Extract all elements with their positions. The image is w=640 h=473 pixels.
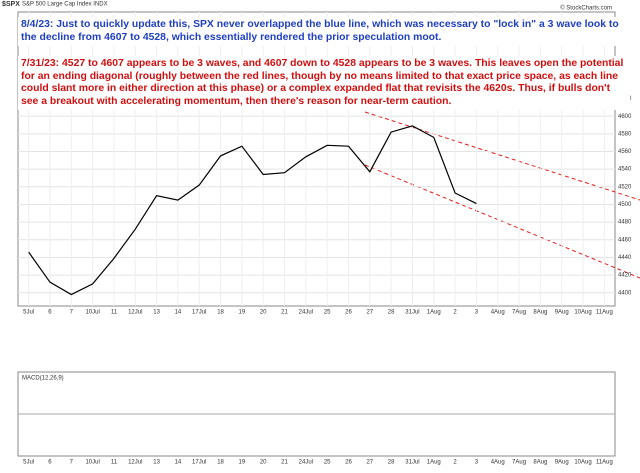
x-tick-label: 14 xyxy=(175,460,182,466)
x-tick-label: 18 xyxy=(217,460,224,466)
x-tick-label: 10Aug xyxy=(574,310,591,316)
x-tick-label: 21 xyxy=(281,460,288,466)
x-tick-label: 11Aug xyxy=(596,310,613,316)
x-tick-label: 2 xyxy=(453,310,457,316)
channel-line xyxy=(364,164,640,279)
x-tick-label: 4Aug xyxy=(491,310,505,316)
x-tick-label: 24Jul xyxy=(299,310,313,316)
x-tick-label: 24Jul xyxy=(299,460,313,466)
x-tick-label: 11 xyxy=(111,310,118,316)
x-tick-label: 7Aug xyxy=(512,460,526,466)
y-tick-label: 4500 xyxy=(618,202,632,208)
x-tick-label: 27 xyxy=(366,310,373,316)
x-tick-label: 1Aug xyxy=(427,460,441,466)
annotation: 7/31/23: 4527 to 4607 appears to be 3 wa… xyxy=(18,56,630,111)
y-tick-label: 4440 xyxy=(618,255,632,261)
x-tick-label: 20 xyxy=(260,310,267,316)
y-tick-label: 4520 xyxy=(618,184,632,190)
x-tick-label: 31Jul xyxy=(405,310,419,316)
symbol: $SPX xyxy=(2,1,20,8)
x-tick-label: 28 xyxy=(388,310,395,316)
x-tick-label: 1Aug xyxy=(427,310,441,316)
symbol-name: S&P 500 Large Cap Index INDX xyxy=(22,2,108,8)
y-tick-label: 4600 xyxy=(618,114,632,120)
x-tick-label: 7 xyxy=(70,460,74,466)
x-tick-label: 25 xyxy=(324,310,331,316)
x-tick-label: 21 xyxy=(281,310,288,316)
x-tick-label: 3 xyxy=(475,310,479,316)
x-tick-label: 6 xyxy=(48,460,52,466)
x-tick-label: 11 xyxy=(111,460,118,466)
x-tick-label: 4Aug xyxy=(491,460,505,466)
y-tick-label: 4480 xyxy=(618,220,632,226)
x-tick-label: 18 xyxy=(217,310,224,316)
x-tick-label: 25 xyxy=(324,460,331,466)
x-tick-label: 12Jul xyxy=(128,460,142,466)
x-tick-label: 19 xyxy=(239,310,246,316)
x-tick-label: 13 xyxy=(153,310,160,316)
price-line xyxy=(28,125,477,296)
x-tick-label: 19 xyxy=(239,460,246,466)
y-tick-label: 4420 xyxy=(618,273,632,279)
x-tick-label: 5Jul xyxy=(23,460,34,466)
x-tick-label: 10Jul xyxy=(85,460,99,466)
x-tick-label: 27 xyxy=(366,460,373,466)
x-tick-label: 9Aug xyxy=(555,310,569,316)
x-tick-label: 26 xyxy=(345,310,352,316)
x-tick-label: 5Jul xyxy=(23,310,34,316)
channel-line xyxy=(364,111,640,201)
x-tick-label: 10Jul xyxy=(85,310,99,316)
x-tick-label: 8Aug xyxy=(533,310,547,316)
y-tick-label: 4580 xyxy=(618,131,632,137)
x-tick-label: 17Jul xyxy=(192,310,206,316)
annotation: 8/4/23: Just to quickly update this, SPX… xyxy=(18,17,630,47)
x-tick-label: 31Jul xyxy=(405,460,419,466)
source: © StockCharts.com xyxy=(560,5,612,12)
y-tick-label: 4560 xyxy=(618,149,632,155)
x-tick-label: 26 xyxy=(345,460,352,466)
panel-label: MACD(12,26,9) xyxy=(22,376,64,382)
y-tick-label: 4460 xyxy=(618,237,632,243)
x-tick-label: 6 xyxy=(48,310,52,316)
x-tick-label: 7 xyxy=(70,310,74,316)
x-tick-label: 12Jul xyxy=(128,310,142,316)
x-tick-label: 11Aug xyxy=(596,460,613,466)
y-tick-label: 4540 xyxy=(618,167,632,173)
x-tick-label: 9Aug xyxy=(555,460,569,466)
x-tick-label: 14 xyxy=(175,310,182,316)
y-tick-label: 4400 xyxy=(618,290,632,296)
x-tick-label: 13 xyxy=(153,460,160,466)
x-tick-label: 20 xyxy=(260,460,267,466)
x-tick-label: 17Jul xyxy=(192,460,206,466)
x-tick-label: 7Aug xyxy=(512,310,526,316)
x-tick-label: 10Aug xyxy=(574,460,591,466)
x-tick-label: 3 xyxy=(475,460,479,466)
x-tick-label: 2 xyxy=(453,460,457,466)
x-tick-label: 28 xyxy=(388,460,395,466)
x-tick-label: 8Aug xyxy=(533,460,547,466)
